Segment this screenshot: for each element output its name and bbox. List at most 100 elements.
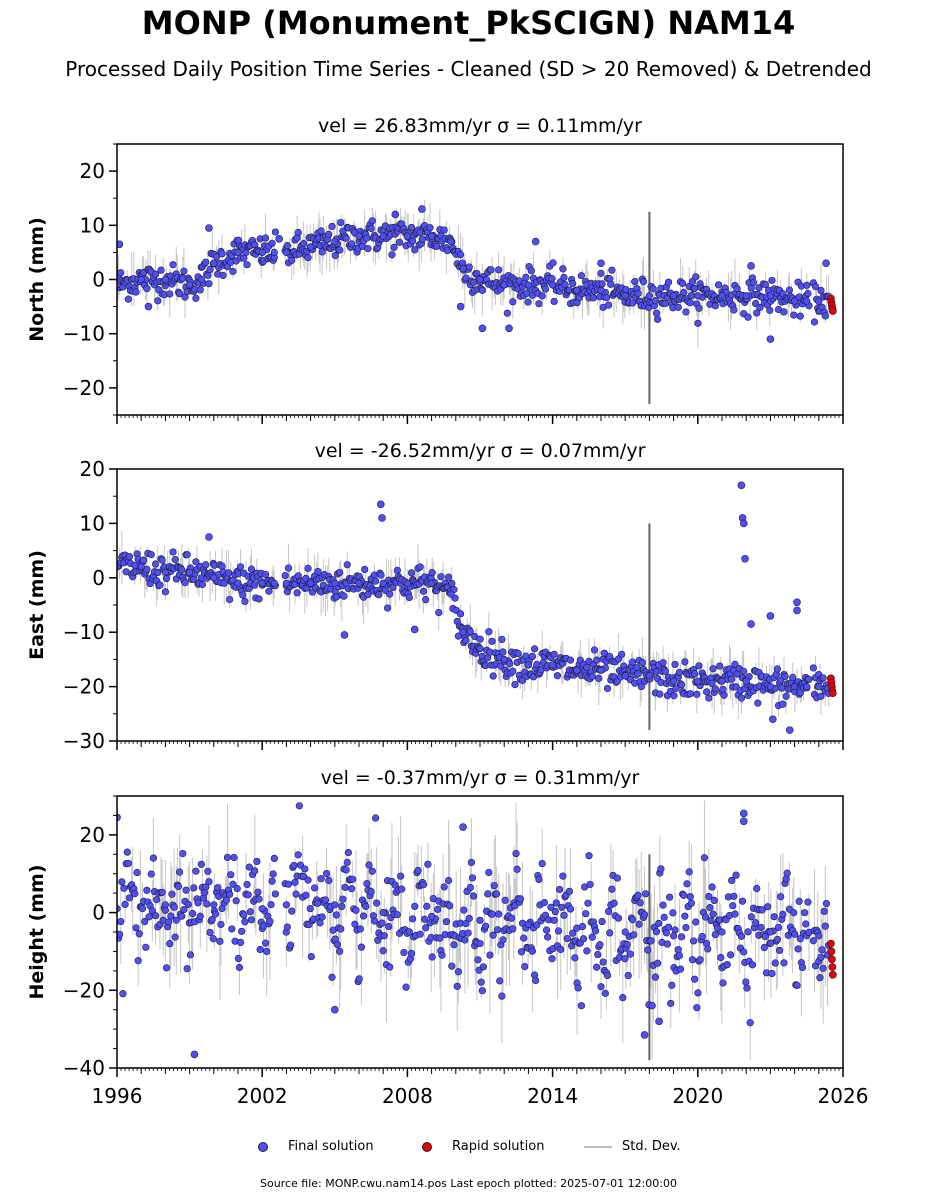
- final-solution-trend-point: [742, 677, 750, 685]
- final-solution-point: [648, 1002, 656, 1010]
- final-solution-point: [370, 917, 379, 925]
- final-solution-point: [584, 899, 592, 907]
- final-solution-point: [386, 963, 394, 971]
- rapid-solution-points-1: [827, 294, 837, 315]
- final-solution-trend-point: [645, 292, 654, 300]
- final-solution-point: [339, 895, 347, 903]
- final-solution-point: [464, 929, 472, 937]
- final-solution-point: [314, 568, 322, 576]
- final-solution-point: [232, 897, 240, 905]
- final-solution-trend-point: [790, 682, 799, 691]
- final-solution-point: [446, 902, 454, 910]
- final-solution-point: [241, 597, 249, 606]
- final-solution-point: [246, 908, 254, 916]
- final-solution-point: [781, 672, 789, 681]
- final-solution-point: [453, 982, 461, 990]
- final-solution-point: [444, 876, 453, 885]
- final-solution-point: [456, 251, 465, 259]
- final-solution-point: [253, 857, 261, 866]
- final-solution-point: [713, 924, 722, 932]
- final-solution-point: [419, 881, 428, 889]
- final-solution-point: [796, 935, 804, 943]
- final-solution-trend-point: [669, 932, 678, 940]
- final-solution-point: [711, 302, 719, 310]
- final-solution-point: [790, 909, 798, 917]
- final-solution-point: [227, 871, 235, 879]
- source-footnote: Source file: MONP.cwu.nam14.pos Last epo…: [260, 1177, 677, 1190]
- final-solution-trend-point: [476, 275, 484, 284]
- final-solution-point: [405, 928, 413, 936]
- final-solution-point: [468, 874, 477, 882]
- final-solution-point: [640, 911, 649, 919]
- final-solution-point: [192, 867, 200, 875]
- final-solution-point: [596, 941, 604, 949]
- final-solution-point: [379, 947, 387, 955]
- final-solution-point: [693, 690, 701, 698]
- final-solution-point: [630, 931, 638, 939]
- final-solution-trend-point: [117, 563, 121, 571]
- final-solution-point: [655, 919, 663, 928]
- final-solution-point: [141, 917, 149, 926]
- final-solution-point: [352, 906, 360, 914]
- final-solution-point: [679, 279, 687, 287]
- final-solution-outlier: [340, 631, 349, 639]
- final-solution-point: [598, 917, 606, 926]
- final-solution-point: [664, 923, 673, 931]
- final-solution-point: [161, 588, 169, 596]
- final-solution-point: [532, 976, 540, 985]
- final-solution-point: [809, 664, 817, 672]
- final-solution-point: [202, 883, 210, 891]
- y-tick-label: −10: [63, 322, 105, 346]
- final-solution-point: [488, 910, 496, 918]
- final-solution-trend-point: [379, 232, 387, 240]
- final-solution-point: [490, 882, 498, 890]
- y-tick-label: 20: [80, 457, 105, 481]
- final-solution-point: [359, 912, 368, 920]
- final-solution-point: [516, 895, 525, 903]
- final-solution-point: [239, 591, 247, 599]
- final-solution-point: [565, 887, 574, 895]
- final-solution-point: [521, 962, 529, 971]
- final-solution-point: [560, 911, 568, 919]
- final-solution-point: [656, 690, 664, 698]
- final-solution-point: [166, 940, 174, 948]
- final-solution-point: [333, 940, 342, 949]
- final-solution-outlier: [793, 606, 801, 615]
- final-solution-point: [492, 890, 501, 898]
- final-solution-point: [486, 951, 494, 959]
- final-solution-point: [476, 635, 484, 643]
- final-solution-point: [167, 912, 175, 920]
- final-solution-point: [378, 919, 386, 927]
- final-solution-point: [247, 916, 256, 924]
- y-tick-label: 10: [80, 511, 105, 535]
- final-solution-point: [533, 660, 541, 669]
- final-solution-point: [283, 242, 291, 250]
- final-solution-point: [363, 879, 371, 888]
- final-solution-outlier: [766, 335, 775, 343]
- final-solution-point: [726, 951, 735, 959]
- final-solution-point: [481, 922, 490, 930]
- final-solution-outlier: [456, 302, 465, 311]
- final-solution-point: [608, 885, 616, 893]
- final-solution-outlier: [205, 533, 213, 541]
- final-solution-trend-point: [403, 579, 412, 587]
- final-solution-point: [571, 954, 579, 962]
- final-solution-point: [728, 876, 736, 885]
- final-solution-point: [744, 313, 752, 321]
- final-solution-point: [183, 551, 191, 559]
- final-solution-point: [723, 961, 731, 969]
- final-solution-point: [143, 285, 151, 293]
- final-solution-point: [777, 893, 785, 901]
- final-solution-point: [181, 579, 189, 587]
- x-tick-label: 2008: [382, 1084, 433, 1108]
- final-solution-point: [118, 878, 126, 886]
- final-solution-point: [698, 932, 706, 941]
- final-solution-point: [761, 280, 770, 289]
- final-solution-point: [594, 950, 602, 959]
- final-solution-point: [675, 951, 684, 960]
- final-solution-trend-point: [210, 574, 218, 582]
- final-solution-point: [729, 902, 737, 910]
- final-solution-point: [158, 556, 166, 564]
- final-solution-point: [768, 276, 776, 285]
- final-solution-point: [705, 694, 713, 702]
